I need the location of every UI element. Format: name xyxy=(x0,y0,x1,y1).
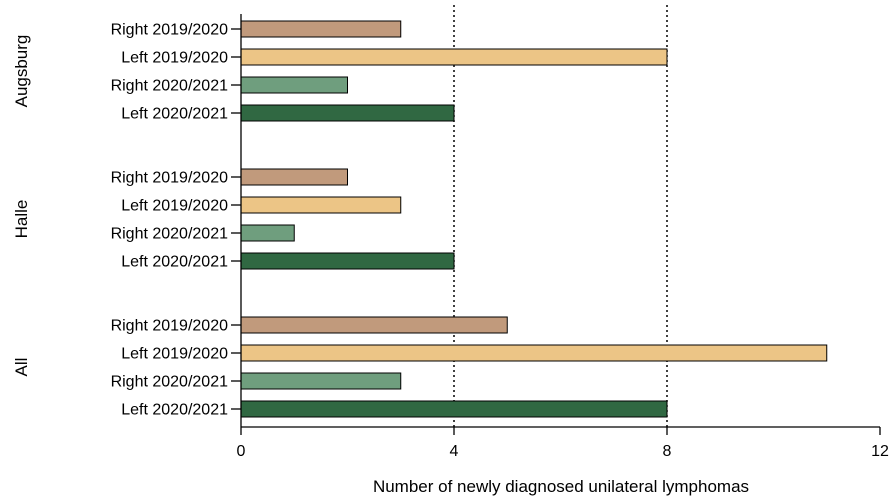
y-tick-label: Right 2020/2021 xyxy=(111,226,229,243)
x-axis: 0 4 8 12 xyxy=(237,426,889,460)
y-tick-label: Right 2019/2020 xyxy=(111,170,229,187)
bar-all-1 xyxy=(240,344,828,362)
group-label-augsburg: Augsburg xyxy=(12,35,31,108)
y-axis: Right 2019/2020 Left 2019/2020 Right 2020/… xyxy=(12,14,242,427)
x-tick-label: 0 xyxy=(237,443,246,460)
bar-all-3 xyxy=(240,400,668,418)
y-tick-label: Left 2020/2021 xyxy=(121,106,228,123)
bar-halle-1 xyxy=(240,196,402,214)
bar-all-2 xyxy=(240,372,402,390)
bar-halle-3 xyxy=(240,252,455,270)
y-tick-label: Right 2019/2020 xyxy=(111,22,229,39)
group-label-halle: Halle xyxy=(12,200,31,239)
y-tick-label: Left 2020/2021 xyxy=(121,254,228,271)
y-tick-label: Right 2019/2020 xyxy=(111,318,229,335)
y-tick-label: Right 2020/2021 xyxy=(111,374,229,391)
bar-halle-2 xyxy=(240,224,295,242)
y-tick-label: Left 2019/2020 xyxy=(121,50,228,67)
reference-lines xyxy=(453,5,668,427)
bars xyxy=(240,20,828,418)
y-tick-label: Left 2020/2021 xyxy=(121,402,228,419)
bar-augsburg-2 xyxy=(240,76,348,94)
y-tick-label: Left 2019/2020 xyxy=(121,198,228,215)
y-tick-label: Right 2020/2021 xyxy=(111,78,229,95)
group-label-all: All xyxy=(12,358,31,377)
x-tick-label: 8 xyxy=(663,443,672,460)
bar-all-0 xyxy=(240,316,508,334)
bar-augsburg-0 xyxy=(240,20,402,38)
x-axis-title: Number of newly diagnosed unilateral lym… xyxy=(373,477,749,496)
x-tick-label: 12 xyxy=(871,443,889,460)
bar-augsburg-3 xyxy=(240,104,455,122)
y-tick-label: Left 2019/2020 xyxy=(121,346,228,363)
bar-halle-0 xyxy=(240,168,348,186)
x-tick-label: 4 xyxy=(450,443,459,460)
bar-augsburg-1 xyxy=(240,48,668,66)
